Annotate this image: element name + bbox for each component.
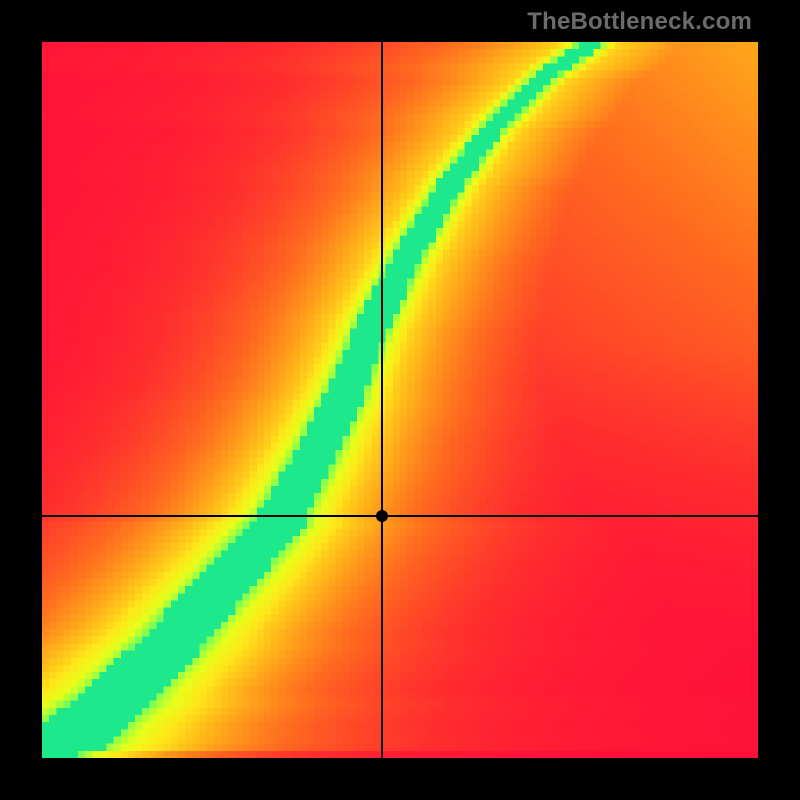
watermark-label: TheBottleneck.com [527, 8, 752, 36]
heatmap-plot [42, 42, 758, 758]
crosshair-horizontal [42, 515, 758, 516]
crosshair-vertical [381, 42, 382, 758]
plot-container: { "meta": { "watermark": "TheBottleneck.… [0, 0, 800, 800]
crosshair-marker [376, 510, 388, 522]
